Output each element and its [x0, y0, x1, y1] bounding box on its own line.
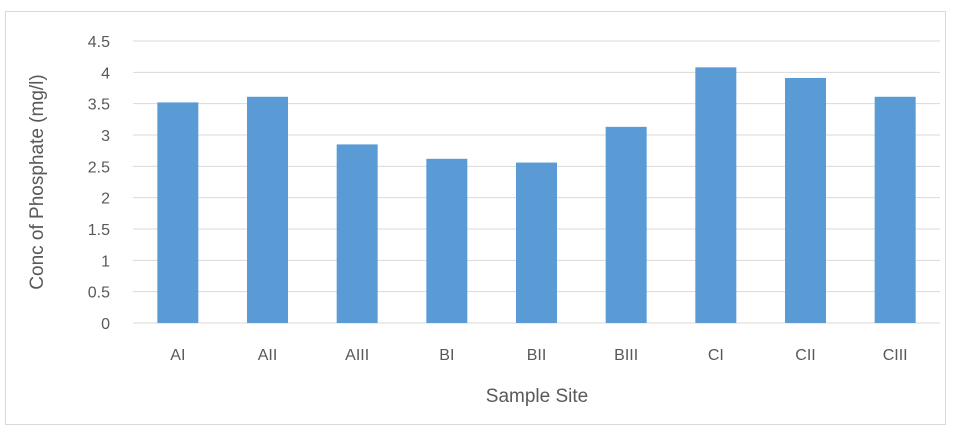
x-tick-label: AIII: [345, 347, 369, 364]
y-tick-label: 4.5: [88, 34, 110, 51]
bar-biii: [605, 126, 647, 323]
x-tick-label: BIII: [614, 347, 638, 364]
x-tick-label: AII: [258, 347, 278, 364]
x-tick-label: CIII: [883, 347, 908, 364]
y-tick-label: 2: [101, 191, 110, 208]
y-tick-label: 0.5: [88, 285, 110, 302]
bar-cii: [785, 77, 826, 324]
y-tick-label: 2.5: [88, 159, 110, 176]
y-tick-label: 4: [101, 65, 110, 82]
bar-bii: [516, 162, 557, 323]
x-tick-label: BII: [527, 347, 547, 364]
x-tick-label: BI: [439, 347, 454, 364]
x-tick-label: CI: [708, 347, 724, 364]
bar-aii: [247, 96, 288, 323]
y-axis-title: Conc of Phosphate (mg/l): [27, 74, 48, 289]
y-tick-label: 3: [101, 128, 110, 145]
x-axis-tick-labels: AI AII AIII BI BII BIII CI CII CIII: [170, 347, 907, 364]
x-axis-title: Sample Site: [486, 386, 588, 407]
bar-ci: [695, 67, 737, 323]
y-axis-tick-labels: 0 0.5 1 1.5 2 2.5 3 3.5 4 4.5: [88, 34, 110, 333]
bar-bi: [426, 158, 468, 323]
y-tick-label: 1.5: [88, 222, 110, 239]
bar-ciii: [874, 96, 916, 323]
x-tick-label: AI: [170, 347, 185, 364]
bar-ai: [157, 102, 199, 323]
y-tick-label: 1: [101, 253, 110, 270]
bar-aiii: [336, 144, 378, 323]
y-tick-label: 0: [101, 316, 110, 333]
bars: [157, 67, 916, 324]
x-tick-label: CII: [795, 347, 815, 364]
y-tick-label: 3.5: [88, 97, 110, 114]
